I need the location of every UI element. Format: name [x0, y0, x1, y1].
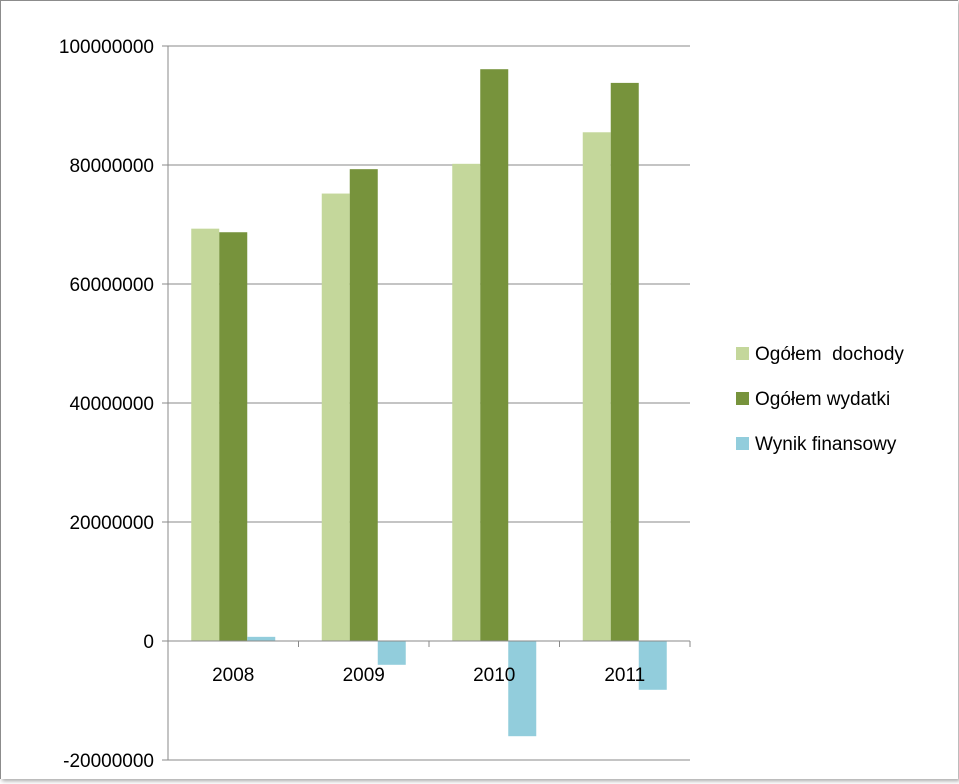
y-tick-label: 20000000: [69, 513, 154, 534]
y-tick-label: -20000000: [63, 751, 154, 772]
bar: [247, 636, 276, 641]
legend-label: Ogółem wydatki: [755, 389, 890, 410]
legend-label: Wynik finansowy: [755, 434, 897, 455]
bar: [582, 132, 611, 641]
y-tick-label: 40000000: [69, 394, 154, 415]
axes: 100000000 80000000 60000000 40000000 2000000…: [59, 37, 691, 772]
legend-swatch: [736, 392, 749, 405]
y-tick-label: 100000000: [59, 37, 154, 58]
bar: [191, 228, 220, 642]
x-tick-label: 2008: [212, 665, 254, 686]
y-tick-label: 80000000: [69, 156, 154, 177]
bar: [452, 163, 481, 641]
bar: [508, 641, 537, 737]
x-tick-label: 2009: [343, 665, 385, 686]
bar: [480, 69, 509, 641]
legend-label: Ogółem dochody: [755, 344, 904, 365]
x-tick-label: 2011: [604, 665, 645, 686]
x-tick-label: 2010: [473, 665, 515, 686]
bar: [610, 82, 639, 641]
legend-swatch: [736, 437, 749, 450]
bars: [191, 69, 667, 737]
y-tick-label: 0: [143, 632, 154, 653]
bar: [638, 641, 667, 690]
bar: [321, 193, 350, 641]
y-tick-label: 60000000: [69, 275, 154, 296]
legend: Ogółem dochody Ogółem wydatki Wynik finans…: [736, 344, 904, 455]
bar: [377, 641, 406, 665]
legend-swatch: [736, 347, 749, 360]
bar: [219, 232, 248, 642]
bar: [349, 169, 378, 642]
